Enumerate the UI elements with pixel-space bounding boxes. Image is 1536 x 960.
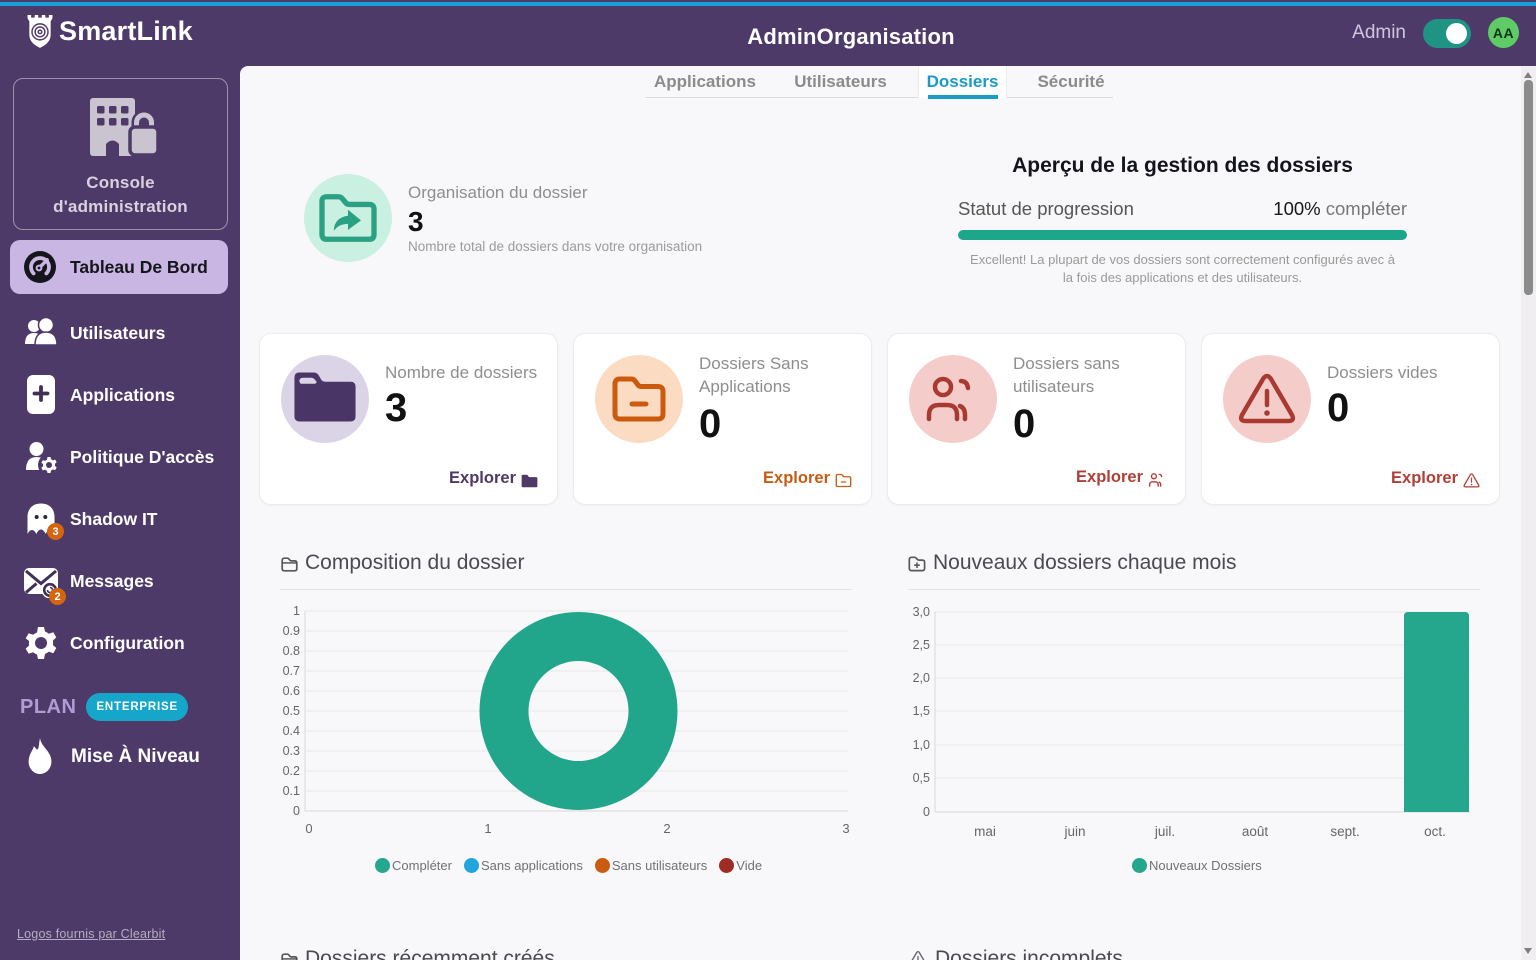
svg-text:0,5: 0,5 <box>913 771 930 785</box>
svg-text:juil.: juil. <box>1154 824 1175 839</box>
svg-text:2: 2 <box>663 821 670 836</box>
svg-text:1: 1 <box>484 821 491 836</box>
svg-text:juin: juin <box>1063 824 1085 839</box>
svg-text:0: 0 <box>305 821 312 836</box>
svg-text:0: 0 <box>293 804 300 818</box>
svg-text:1,0: 1,0 <box>913 738 930 752</box>
svg-text:0.8: 0.8 <box>283 644 300 658</box>
svg-text:sept.: sept. <box>1330 824 1359 839</box>
svg-text:0.1: 0.1 <box>283 784 300 798</box>
svg-text:3,0: 3,0 <box>913 605 930 619</box>
svg-text:oct.: oct. <box>1424 824 1446 839</box>
svg-text:mai: mai <box>974 824 996 839</box>
svg-text:0.3: 0.3 <box>283 744 300 758</box>
svg-text:1,5: 1,5 <box>913 704 930 718</box>
svg-text:août: août <box>1242 824 1269 839</box>
svg-text:0.5: 0.5 <box>283 704 300 718</box>
svg-text:0.7: 0.7 <box>283 664 300 678</box>
svg-text:0: 0 <box>923 805 930 819</box>
svg-text:2,5: 2,5 <box>913 638 930 652</box>
svg-text:0.4: 0.4 <box>283 724 300 738</box>
svg-text:3: 3 <box>842 821 849 836</box>
svg-text:0.2: 0.2 <box>283 764 300 778</box>
svg-text:0.6: 0.6 <box>283 684 300 698</box>
svg-text:0.9: 0.9 <box>283 624 300 638</box>
svg-text:2,0: 2,0 <box>913 671 930 685</box>
svg-text:1: 1 <box>293 604 300 618</box>
